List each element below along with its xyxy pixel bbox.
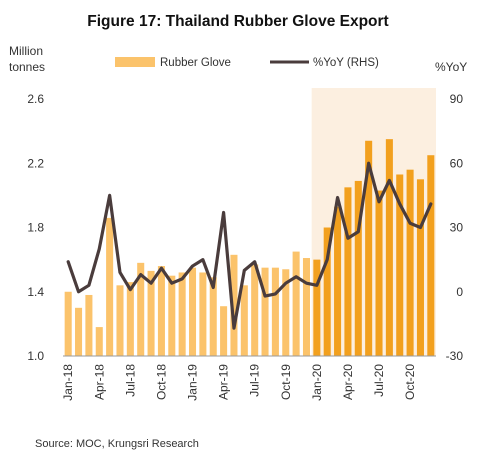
bar-Dec-19 <box>302 258 311 356</box>
bar-Feb-20 <box>323 227 331 356</box>
left-axis-label: Million tonnes <box>9 44 45 74</box>
left-tick-label: 2.2 <box>27 156 44 170</box>
bar-Dec-20 <box>427 155 435 356</box>
x-tick-label: Jan-18 <box>61 364 75 401</box>
bar-Jul-20 <box>375 190 383 356</box>
bar-Jun-18 <box>116 285 124 356</box>
bar-May-20 <box>354 180 362 356</box>
x-tick-label: Jul-20 <box>372 364 386 397</box>
bar-Apr-19 <box>220 306 228 356</box>
right-tick-label: 60 <box>450 156 464 170</box>
bar-Aug-18 <box>137 262 145 356</box>
source-note: Source: MOC, Krungsri Research <box>35 438 199 450</box>
bar-Oct-19 <box>282 269 290 356</box>
x-tick-label: Oct-19 <box>279 364 293 400</box>
bar-Feb-19 <box>199 272 207 356</box>
bar-May-19 <box>230 254 238 356</box>
bar-Dec-18 <box>178 272 186 356</box>
right-tick-label: -30 <box>446 349 464 363</box>
x-tick-label: Jul-18 <box>123 364 137 397</box>
right-axis-label: %YoY <box>435 60 467 74</box>
bar-Apr-20 <box>344 187 352 356</box>
bar-Mar-20 <box>334 206 342 356</box>
x-tick-label: Apr-18 <box>92 364 106 400</box>
yoy-line-series <box>66 161 433 330</box>
x-tick-label: Oct-20 <box>403 364 417 400</box>
bar-Aug-19 <box>261 267 269 356</box>
right-tick-label: 30 <box>450 221 464 235</box>
bar-Nov-19 <box>292 251 300 356</box>
bar-Feb-18 <box>75 307 83 356</box>
yoy-line <box>66 161 433 330</box>
tick-labels: 1.0 1.4 1.8 2.2 2.6 -30 0 30 60 90 Jan-18 Apr-18 Jul… <box>27 92 463 401</box>
bar-May-18 <box>106 217 114 356</box>
bar-series <box>64 139 435 356</box>
bar-Jul-18 <box>126 282 134 356</box>
bar-Mar-19 <box>209 277 217 356</box>
bar-Sep-18 <box>147 270 155 356</box>
x-tick-label: Apr-20 <box>341 364 355 400</box>
bar-Jan-19 <box>188 267 197 356</box>
left-tick-label: 1.8 <box>27 221 44 235</box>
right-tick-label: 90 <box>450 92 464 106</box>
x-tick-label: Jul-19 <box>248 364 262 397</box>
legend-bar-swatch <box>115 57 155 67</box>
bar-Jan-20 <box>313 259 321 356</box>
bar-Jun-20 <box>365 140 373 356</box>
bar-Nov-18 <box>168 275 176 356</box>
bar-Mar-18 <box>85 294 93 356</box>
bar-Oct-18 <box>157 266 165 356</box>
x-tick-label: Jan-19 <box>186 364 200 401</box>
bar-Nov-20 <box>416 179 424 356</box>
bar-Jul-19 <box>251 264 259 356</box>
left-tick-label: 1.0 <box>27 349 44 363</box>
bar-Apr-18 <box>95 327 103 356</box>
chart-title: Figure 17: Thailand Rubber Glove Export <box>87 13 388 30</box>
left-tick-label: 2.6 <box>27 92 44 106</box>
legend-line-label: %YoY (RHS) <box>313 57 379 69</box>
x-tick-label: Apr-19 <box>217 364 231 400</box>
bar-Sep-20 <box>396 174 404 356</box>
bar-Aug-20 <box>385 139 393 356</box>
bar-Jan-18 <box>64 291 72 356</box>
right-tick-label: 0 <box>456 285 463 299</box>
bar-Sep-19 <box>271 267 279 356</box>
x-tick-label: Jan-20 <box>310 364 324 401</box>
legend-bar-label: Rubber Glove <box>160 57 231 69</box>
x-tick-label: Oct-18 <box>154 364 168 400</box>
left-tick-label: 1.4 <box>27 285 44 299</box>
bar-Jun-19 <box>240 285 248 356</box>
legend: Rubber Glove %YoY (RHS) <box>115 57 379 69</box>
bar-Oct-20 <box>406 169 414 356</box>
